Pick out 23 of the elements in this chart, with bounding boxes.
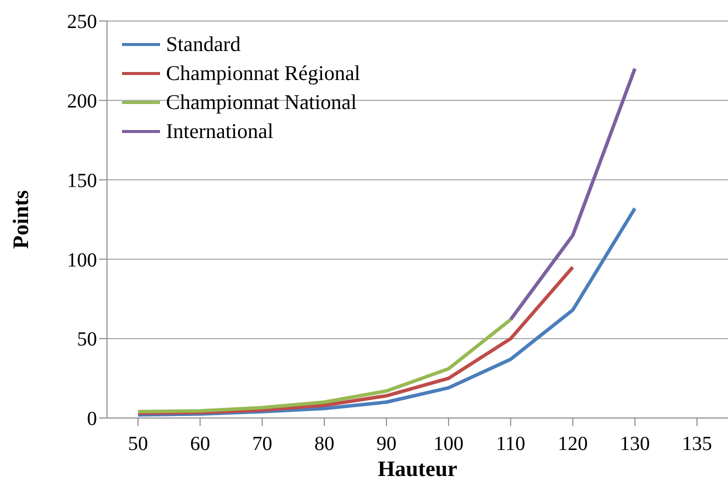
x-tick-label: 100 xyxy=(434,433,464,456)
y-tick-label: 250 xyxy=(67,11,97,34)
y-tick-label: 200 xyxy=(67,90,97,112)
legend-label: Championnat National xyxy=(166,89,357,116)
y-tick-label: 0 xyxy=(87,408,97,430)
x-tick-label: 110 xyxy=(496,433,526,456)
y-tick-label: 150 xyxy=(67,170,97,192)
legend-label: Championnat Régional xyxy=(166,60,360,87)
x-axis-title: Hauteur xyxy=(378,456,458,481)
x-tick-label: 135 xyxy=(682,433,712,456)
line-series xyxy=(136,318,512,414)
x-tick-label: 120 xyxy=(558,433,588,456)
y-axis-title: Points xyxy=(8,190,33,249)
x-tick-label: 130 xyxy=(620,433,650,456)
y-tick-label: 100 xyxy=(67,249,97,272)
y-tick-label: 50 xyxy=(77,328,97,351)
legend-label: International xyxy=(166,118,274,145)
x-tick-label: 50 xyxy=(128,433,148,456)
x-tick-label: 70 xyxy=(252,433,272,456)
legend-label: Standard xyxy=(166,31,241,58)
x-tick-label: 60 xyxy=(190,433,210,456)
x-tick-label: 80 xyxy=(314,433,334,456)
x-tick-label: 90 xyxy=(376,433,396,456)
